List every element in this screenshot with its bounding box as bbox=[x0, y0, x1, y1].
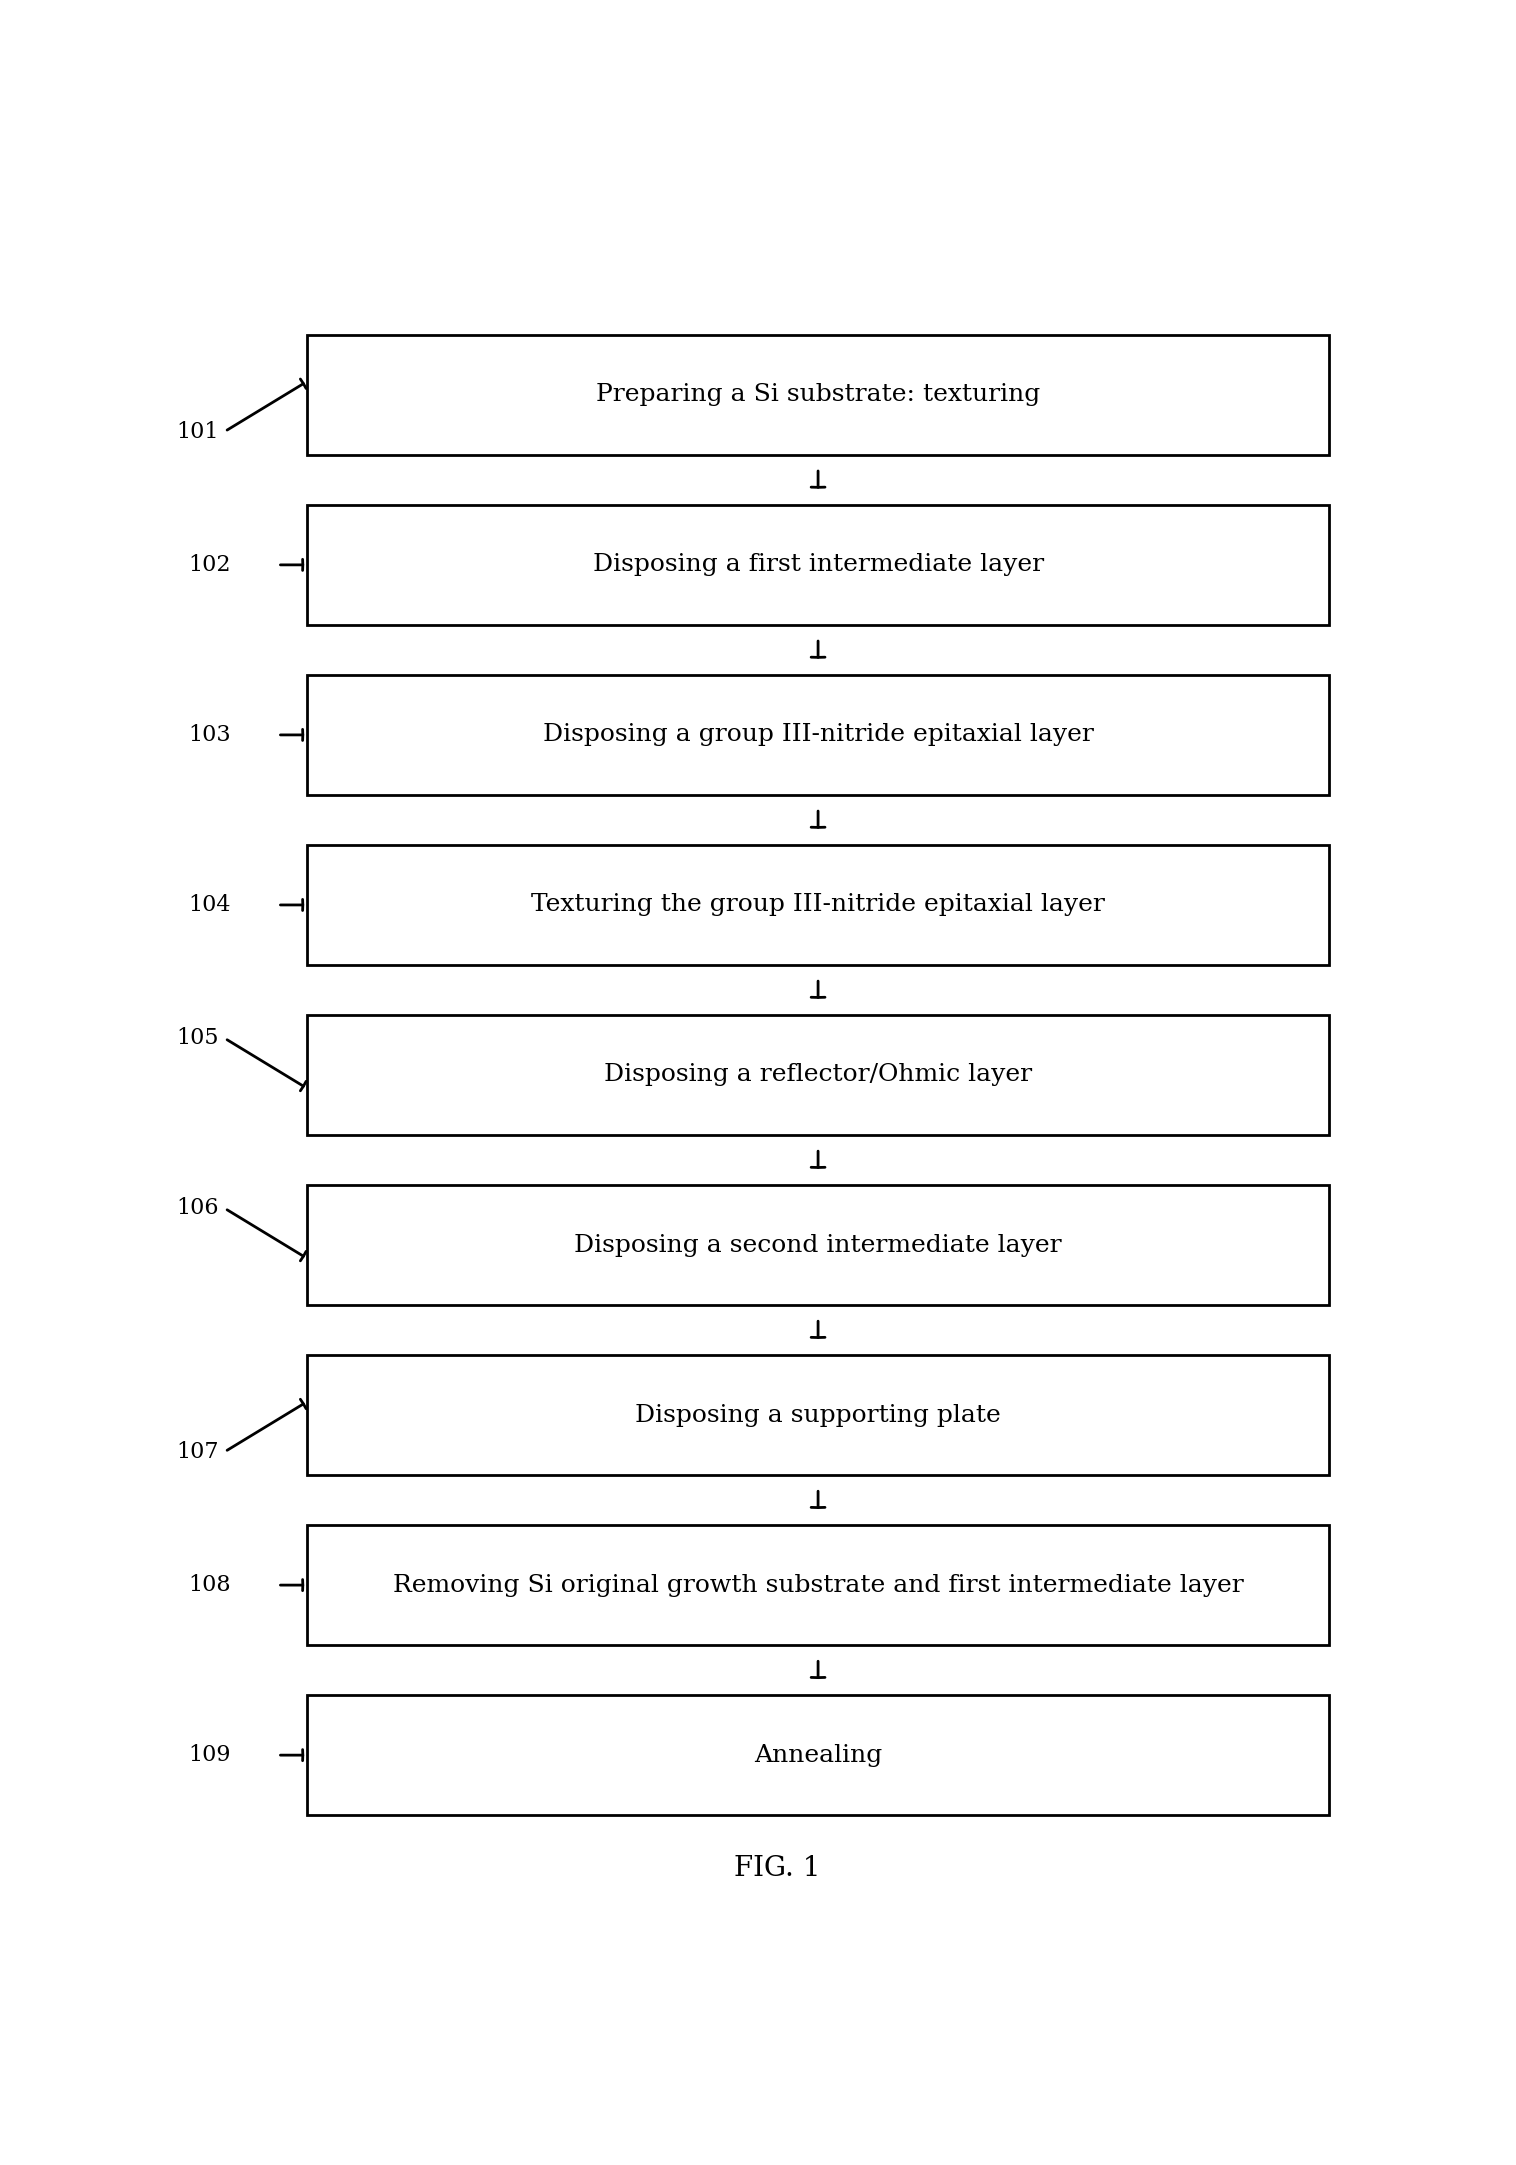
FancyBboxPatch shape bbox=[306, 675, 1330, 795]
Text: Disposing a group III-nitride epitaxial layer: Disposing a group III-nitride epitaxial … bbox=[543, 723, 1093, 747]
Text: Annealing: Annealing bbox=[753, 1743, 882, 1767]
Text: 108: 108 bbox=[188, 1574, 230, 1596]
Text: Disposing a reflector/Ohmic layer: Disposing a reflector/Ohmic layer bbox=[603, 1063, 1032, 1087]
FancyBboxPatch shape bbox=[306, 1355, 1330, 1474]
Text: 106: 106 bbox=[176, 1197, 218, 1219]
FancyBboxPatch shape bbox=[306, 504, 1330, 626]
FancyBboxPatch shape bbox=[306, 336, 1330, 455]
FancyBboxPatch shape bbox=[306, 1015, 1330, 1134]
Text: 103: 103 bbox=[188, 723, 230, 747]
Text: FIG. 1: FIG. 1 bbox=[734, 1855, 820, 1881]
Text: Disposing a supporting plate: Disposing a supporting plate bbox=[635, 1403, 1001, 1427]
FancyBboxPatch shape bbox=[306, 1695, 1330, 1814]
Text: Disposing a first intermediate layer: Disposing a first intermediate layer bbox=[593, 554, 1043, 576]
FancyBboxPatch shape bbox=[306, 1524, 1330, 1645]
Text: Texturing the group III-nitride epitaxial layer: Texturing the group III-nitride epitaxia… bbox=[531, 894, 1105, 916]
Text: 105: 105 bbox=[176, 1028, 218, 1050]
Text: 109: 109 bbox=[188, 1745, 230, 1767]
Text: Disposing a second intermediate layer: Disposing a second intermediate layer bbox=[575, 1234, 1061, 1256]
Text: 107: 107 bbox=[176, 1440, 218, 1464]
FancyBboxPatch shape bbox=[306, 844, 1330, 966]
Text: Preparing a Si substrate: texturing: Preparing a Si substrate: texturing bbox=[596, 383, 1040, 407]
Text: 101: 101 bbox=[176, 420, 218, 442]
Text: Removing Si original growth substrate and first intermediate layer: Removing Si original growth substrate an… bbox=[393, 1574, 1243, 1596]
FancyBboxPatch shape bbox=[306, 1184, 1330, 1305]
Text: 104: 104 bbox=[188, 894, 230, 916]
Text: 102: 102 bbox=[188, 554, 230, 576]
